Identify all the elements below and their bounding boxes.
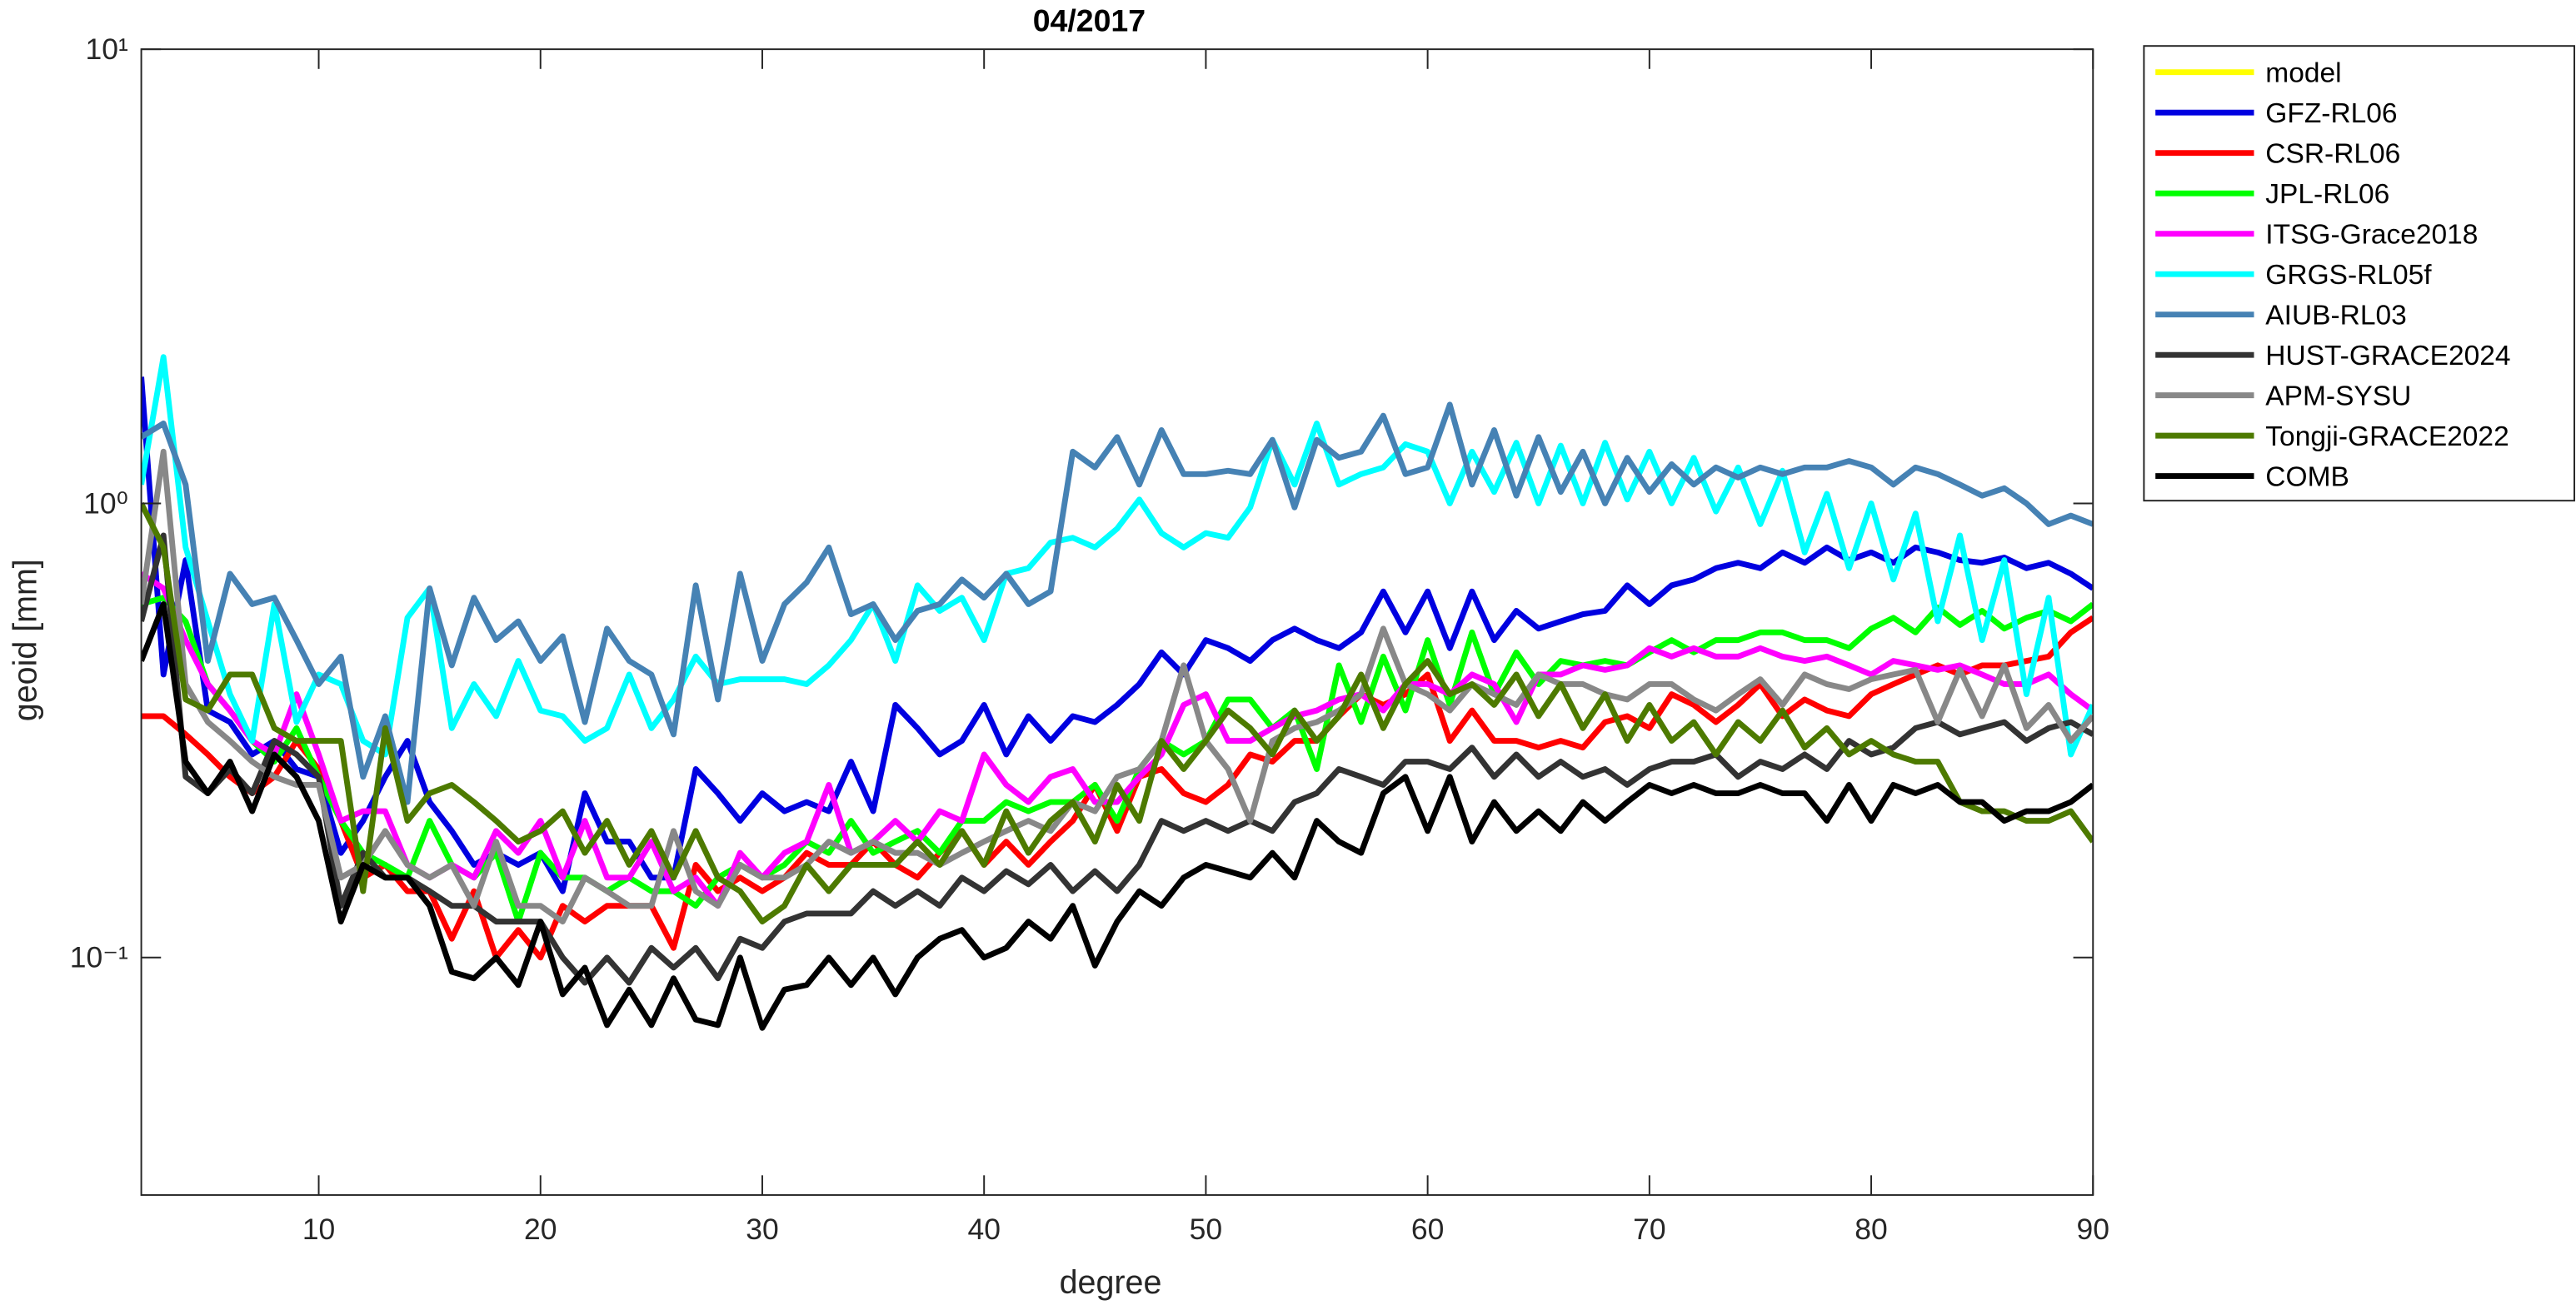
series-line <box>141 501 2094 925</box>
x-tick-label: 70 <box>1633 1213 1665 1246</box>
x-tick-label: 50 <box>1190 1213 1222 1246</box>
series-line <box>141 571 2094 909</box>
legend-label: GRGS-RL05f <box>2265 260 2432 291</box>
legend-label: JPL-RL06 <box>2265 179 2389 210</box>
plot-lines <box>141 354 2094 1031</box>
y-tick-label: 10¹ <box>86 32 128 66</box>
legend-label: COMB <box>2265 461 2349 492</box>
y-tick-label: 10⁰ <box>83 486 128 520</box>
series-line <box>141 448 2094 925</box>
legend-label: HUST-GRACE2024 <box>2265 341 2510 371</box>
series-line <box>141 532 2094 986</box>
legend-label: model <box>2265 58 2341 89</box>
legend-label: GFZ-RL06 <box>2265 98 2397 129</box>
series-line <box>141 601 2094 1031</box>
legend-label: CSR-RL06 <box>2265 139 2400 170</box>
x-tick-label: 40 <box>967 1213 1000 1246</box>
legend-label: APM-SYSU <box>2265 381 2411 411</box>
x-axis-label: degree <box>1060 1264 1162 1301</box>
chart-title: 04/2017 <box>1033 2 1146 37</box>
series-line <box>141 401 2094 805</box>
legend-label: ITSG-Grace2018 <box>2265 220 2478 251</box>
x-tick-label: 90 <box>2077 1213 2109 1246</box>
y-axis-label: geoid [mm] <box>7 559 43 721</box>
x-tick-label: 20 <box>524 1213 557 1246</box>
x-tick-label: 10 <box>302 1213 335 1246</box>
series-line <box>141 354 2094 758</box>
y-tick-label: 10⁻¹ <box>70 941 128 974</box>
x-tick-label: 80 <box>1855 1213 1887 1246</box>
x-tick-label: 60 <box>1411 1213 1444 1246</box>
legend-label: AIUB-RL03 <box>2265 300 2406 331</box>
legend-label: Tongji-GRACE2022 <box>2265 421 2509 452</box>
series-line <box>141 376 2094 894</box>
x-tick-label: 30 <box>746 1213 778 1246</box>
axes-box <box>140 48 2094 1196</box>
